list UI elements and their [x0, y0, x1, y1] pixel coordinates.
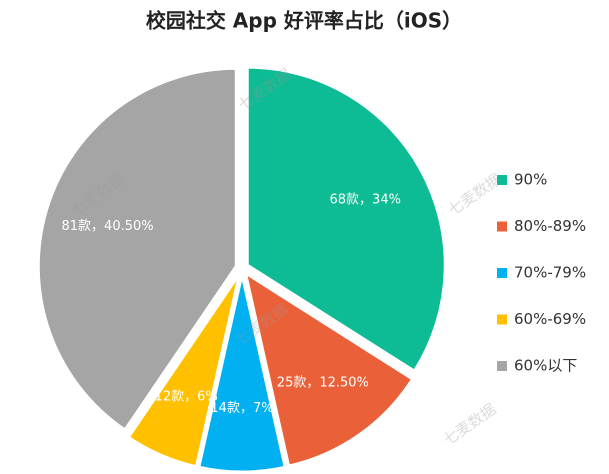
legend-label: 90% [514, 171, 547, 189]
pie-slice [197, 273, 287, 474]
legend-swatch [497, 314, 507, 325]
pie-slice [245, 65, 447, 374]
legend-label: 60%-69% [514, 310, 586, 328]
legend-swatch [497, 175, 507, 185]
watermark: 七麦数据 [440, 400, 499, 449]
data-label: 81款，40.50% [62, 219, 154, 234]
pie-slice [243, 269, 415, 468]
data-label: 68款，34% [330, 193, 401, 208]
legend-swatch [497, 221, 507, 232]
legend-label: 80%-89% [514, 217, 586, 235]
data-label: 14款，7% [210, 401, 273, 416]
chart-title: 校园社交 App 好评率占比（iOS） [146, 9, 462, 33]
legend-label: 70%-79% [514, 264, 586, 282]
data-label: 25款，12.50% [277, 376, 369, 391]
watermark: 七麦数据 [445, 170, 504, 219]
data-label: 12款，6% [155, 390, 218, 405]
pie-slice [36, 66, 238, 433]
pie-slice [126, 272, 242, 469]
legend-label: 60%以下 [514, 357, 577, 375]
legend-swatch [497, 361, 507, 371]
legend-swatch [497, 268, 507, 278]
